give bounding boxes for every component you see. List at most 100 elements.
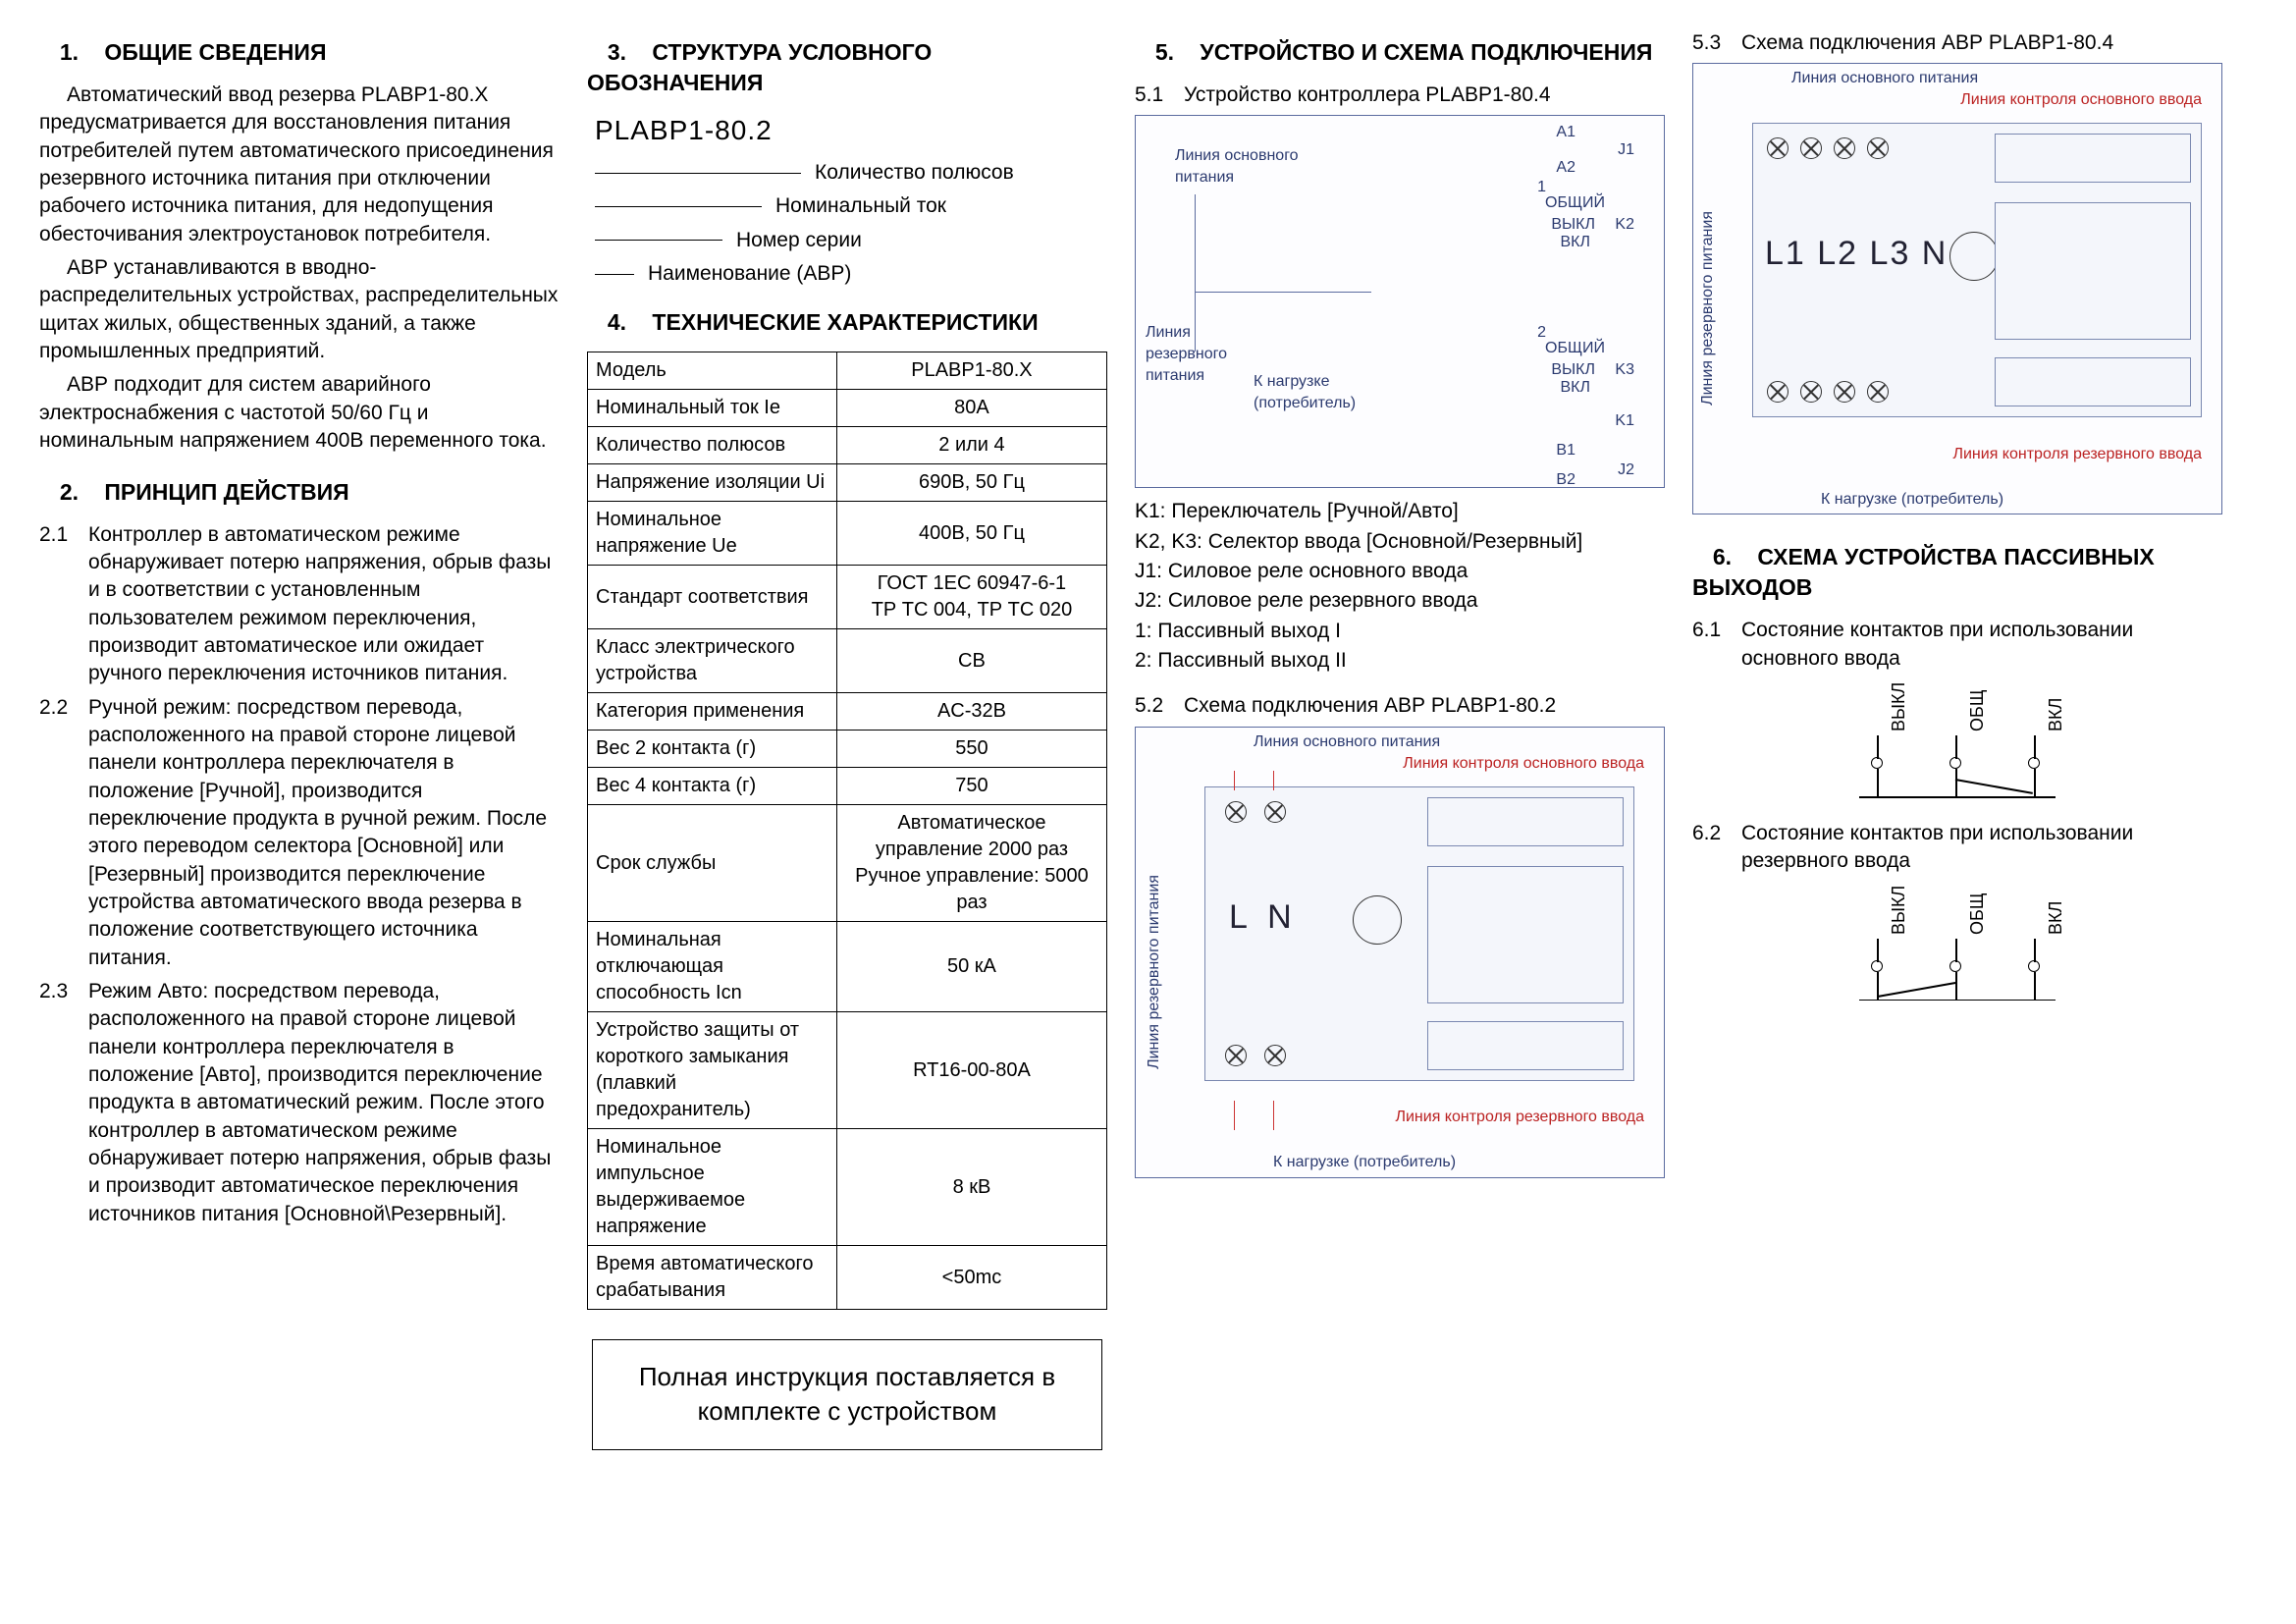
label-j1: J1 [1618, 139, 1634, 161]
section-6-num: 6. [1692, 542, 1732, 572]
spec-key: Время автоматического срабатывания [588, 1246, 837, 1310]
overview-p2: АВР устанавливаются в вводно-распределит… [39, 254, 560, 365]
section-6-title: 6. СХЕМА УСТРОЙСТВА ПАССИВНЫХ ВЫХОДОВ [1692, 542, 2222, 603]
spec-value: <50mc [836, 1246, 1106, 1310]
naming-label-2: Номер серии [736, 227, 862, 254]
section-4-num: 4. [587, 307, 626, 338]
label-on-2: ВКЛ [1561, 377, 1591, 399]
spec-key: Вес 2 контакта (г) [588, 731, 837, 768]
section-5-text: УСТРОЙСТВО И СХЕМА ПОДКЛЮЧЕНИЯ [1200, 39, 1652, 65]
column-1: 1. ОБЩИЕ СВЕДЕНИЯ Автоматический ввод ре… [39, 29, 560, 1450]
table-row: Номинальная отключающая способность Icn5… [588, 922, 1107, 1012]
spec-key: Устройство защиты от короткого замыкания… [588, 1012, 837, 1129]
table-row: Время автоматического срабатывания<50mc [588, 1246, 1107, 1310]
spec-value: CB [836, 629, 1106, 693]
section-2-num: 2. [39, 477, 79, 508]
spec-key: Напряжение изоляции Ui [588, 464, 837, 502]
label-on-1: ВКЛ [1561, 232, 1591, 253]
spec-value: Автоматическое управление 2000 разРучное… [836, 805, 1106, 922]
spec-key: Вес 4 контакта (г) [588, 768, 837, 805]
column-3: 5. УСТРОЙСТВО И СХЕМА ПОДКЛЮЧЕНИЯ 5.1 Ус… [1135, 29, 1665, 1450]
legend-2: K2, K3: Селектор ввода [Основной/Резервн… [1135, 528, 1665, 556]
caption-5-1: 5.1 Устройство контроллера PLABP1-80.4 [1135, 81, 1665, 109]
legend-1: K1: Переключатель [Ручной/Авто] [1135, 498, 1665, 525]
legend-3: J1: Силовое реле основного ввода [1135, 558, 1665, 585]
w4-ctrl-main: Линия контроля основного ввода [1960, 89, 2202, 111]
spec-key: Количество полюсов [588, 427, 837, 464]
c2-com: ОБЩ [1965, 893, 1989, 935]
spec-value: ГОСТ 1EC 60947-6-1ТР ТС 004, ТР ТС 020 [836, 566, 1106, 629]
caption-5-2-text: Схема подключения АВР PLABP1-80.2 [1184, 692, 1665, 720]
spec-value: 550 [836, 731, 1106, 768]
spec-key: Номинальное напряжение Ue [588, 502, 837, 566]
section-3-title: 3. СТРУКТУРА УСЛОВНОГО ОБОЗНАЧЕНИЯ [587, 37, 1107, 98]
spec-key: Стандарт соответствия [588, 566, 837, 629]
table-row: Срок службыАвтоматическое управление 200… [588, 805, 1107, 922]
spec-value: 690В, 50 Гц [836, 464, 1106, 502]
section-6-text: СХЕМА УСТРОЙСТВА ПАССИВНЫХ ВЫХОДОВ [1692, 544, 2155, 600]
c2-off: ВЫКЛ [1887, 886, 1910, 935]
spec-value: 400В, 50 Гц [836, 502, 1106, 566]
c1-com: ОБЩ [1965, 689, 1989, 731]
section-1-num: 1. [39, 37, 79, 68]
c1-on: ВКЛ [2044, 698, 2067, 731]
spec-key: Номинальное импульсное выдерживаемое нап… [588, 1129, 837, 1246]
model-code: PLABP1-80.2 [595, 112, 1107, 149]
contacts-reserve: ВЫКЛ ОБЩ ВКЛ [1830, 884, 2085, 1011]
table-row: Номинальный ток Ie80А [588, 390, 1107, 427]
legend-6: 2: Пассивный выход II [1135, 647, 1665, 675]
label-load-1: К нагрузке (потребитель) [1254, 371, 1401, 413]
column-4: 5.3 Схема подключения АВР PLABP1-80.4 Ли… [1692, 29, 2222, 1450]
label-k1: K1 [1615, 410, 1634, 432]
principle-2-1: 2.1 Контроллер в автоматическом режиме о… [39, 521, 560, 688]
spec-value: 50 кА [836, 922, 1106, 1012]
label-j2: J2 [1618, 460, 1634, 481]
label-common-1: ОБЩИЙ [1545, 192, 1605, 214]
section-5-num: 5. [1135, 37, 1174, 68]
wiring-80-4: Линия основного питания Линия контроля о… [1692, 63, 2222, 514]
table-row: Номинальное импульсное выдерживаемое нап… [588, 1129, 1107, 1246]
section-5-title: 5. УСТРОЙСТВО И СХЕМА ПОДКЛЮЧЕНИЯ [1135, 37, 1665, 68]
spec-value: 2 или 4 [836, 427, 1106, 464]
w4-l123n: L1 L2 L3 N [1765, 232, 1948, 277]
spec-value: 750 [836, 768, 1106, 805]
spec-key: Класс электрического устройства [588, 629, 837, 693]
w4-load: К нагрузке (потребитель) [1821, 489, 2003, 511]
table-row: Номинальное напряжение Ue400В, 50 Гц [588, 502, 1107, 566]
caption-5-3: 5.3 Схема подключения АВР PLABP1-80.4 [1692, 29, 2222, 57]
w4-ctrl-res: Линия контроля резервного ввода [1952, 444, 2202, 465]
spec-value: PLABP1-80.X [836, 352, 1106, 390]
spec-key: Номинальный ток Ie [588, 390, 837, 427]
label-k2: K2 [1615, 214, 1634, 236]
caption-5-1-num: 5.1 [1135, 81, 1170, 109]
principle-2-2-num: 2.2 [39, 694, 75, 972]
label-main-line: Линия основного питания [1175, 145, 1322, 188]
caption-5-2: 5.2 Схема подключения АВР PLABP1-80.2 [1135, 692, 1665, 720]
spec-key: Модель [588, 352, 837, 390]
table-row: Устройство защиты от короткого замыкания… [588, 1012, 1107, 1129]
legend-4: J2: Силовое реле резервного ввода [1135, 587, 1665, 615]
label-a2: A2 [1556, 157, 1575, 179]
table-row: Категория примененияAC-32B [588, 693, 1107, 731]
table-row: Количество полюсов2 или 4 [588, 427, 1107, 464]
spec-value: RT16-00-80A [836, 1012, 1106, 1129]
section-4-title: 4. ТЕХНИЧЕСКИЕ ХАРАКТЕРИСТИКИ [587, 307, 1107, 338]
label-b2: B2 [1556, 469, 1575, 491]
overview-p3: АВР подходит для систем аварийного элект… [39, 371, 560, 455]
caption-6-1-num: 6.1 [1692, 617, 1728, 673]
w2-reserve-side: Линия резервного питания [1144, 875, 1165, 1069]
caption-6-2-num: 6.2 [1692, 820, 1728, 876]
c2-on: ВКЛ [2044, 901, 2067, 935]
w2-main: Линия основного питания [1254, 731, 1440, 753]
section-3-num: 3. [587, 37, 626, 68]
spec-key: Срок службы [588, 805, 837, 922]
caption-5-2-num: 5.2 [1135, 692, 1170, 720]
label-a1: A1 [1556, 122, 1575, 143]
section-2-title: 2. ПРИНЦИП ДЕЙСТВИЯ [39, 477, 560, 508]
spec-value: 8 кВ [836, 1129, 1106, 1246]
wiring-80-2: Линия основного питания Линия контроля о… [1135, 727, 1665, 1178]
section-4-text: ТЕХНИЧЕСКИЕ ХАРАКТЕРИСТИКИ [652, 309, 1038, 335]
principle-2-3-num: 2.3 [39, 978, 75, 1228]
w2-ctrl-main: Линия контроля основного ввода [1403, 753, 1644, 775]
section-1-title: 1. ОБЩИЕ СВЕДЕНИЯ [39, 37, 560, 68]
